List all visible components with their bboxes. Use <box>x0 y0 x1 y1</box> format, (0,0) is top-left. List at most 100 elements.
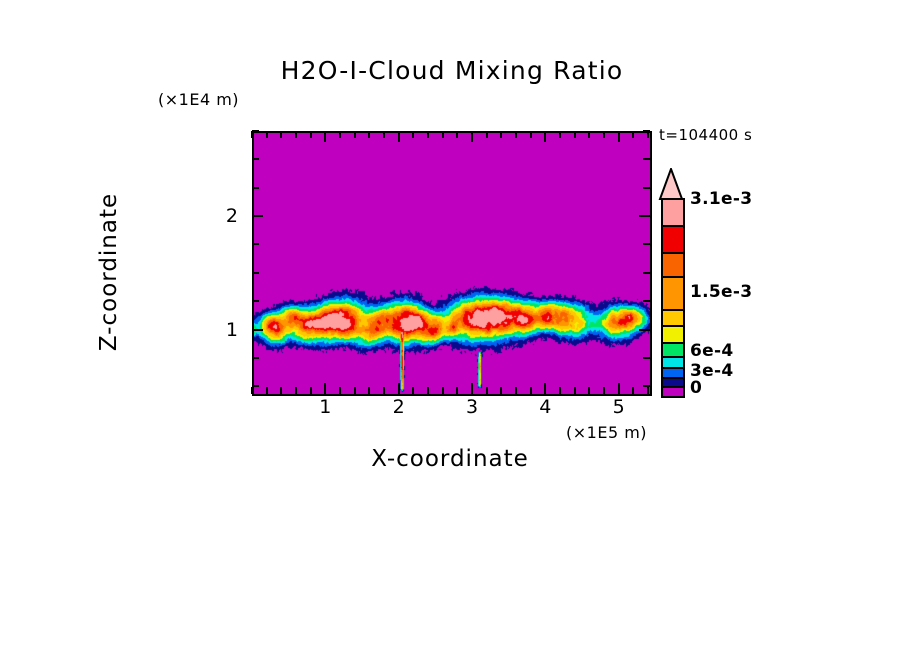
axis-tick <box>252 385 259 388</box>
axis-tick <box>252 158 259 161</box>
axis-tick <box>529 131 532 138</box>
axis-tick <box>252 300 259 303</box>
colorbar-band <box>663 277 683 310</box>
axis-tick <box>573 131 576 138</box>
heatmap-canvas <box>254 133 650 394</box>
colorbar-band <box>663 367 683 379</box>
axis-tick <box>309 387 312 394</box>
colorbar-label: 1.5e-3 <box>690 282 753 303</box>
axis-tick <box>252 356 259 359</box>
x-tick-label: 2 <box>392 396 405 418</box>
axis-tick <box>643 385 650 388</box>
axis-tick <box>368 131 371 138</box>
colorbar-band-divider <box>663 276 683 279</box>
colorbar-band-divider <box>663 251 683 254</box>
axis-tick <box>252 271 259 274</box>
axis-tick <box>397 383 400 394</box>
axis-tick <box>617 131 620 142</box>
axis-tick <box>295 131 297 138</box>
axis-tick <box>456 387 459 394</box>
axis-tick <box>643 130 650 132</box>
x-tick-label: 4 <box>539 396 552 418</box>
colorbar-band-divider <box>663 325 683 328</box>
axis-tick <box>500 387 503 394</box>
axis-tick <box>441 387 444 394</box>
axis-tick <box>339 131 341 138</box>
axis-tick <box>485 387 488 394</box>
axis-tick <box>456 131 459 138</box>
axis-tick <box>353 387 356 394</box>
axis-tick <box>412 131 415 138</box>
colorbar-band-divider <box>663 377 683 380</box>
axis-tick <box>643 158 650 161</box>
axis-tick <box>643 300 650 303</box>
axis-tick <box>383 131 385 138</box>
colorbar-band <box>663 387 683 396</box>
axis-tick <box>559 387 561 394</box>
axis-tick <box>643 356 650 359</box>
colorbar-band-divider <box>663 355 683 358</box>
axis-tick <box>643 186 650 189</box>
axis-tick <box>252 186 259 189</box>
axis-tick <box>353 131 356 138</box>
axis-tick <box>339 387 341 394</box>
axis-tick <box>252 130 259 132</box>
axis-tick <box>639 328 650 331</box>
colorbar-band-divider <box>663 342 683 345</box>
axis-tick <box>368 387 371 394</box>
x-tick-label: 1 <box>319 396 332 418</box>
axis-tick <box>647 387 649 394</box>
axis-tick <box>252 215 263 218</box>
axis-tick <box>397 131 400 142</box>
axis-tick <box>265 387 268 394</box>
x-axis-title: X-coordinate <box>371 446 529 472</box>
axis-tick <box>485 131 488 138</box>
x-tick-label: 3 <box>465 396 479 418</box>
axis-tick <box>643 243 650 246</box>
colorbar-band <box>663 309 683 327</box>
page-title: H2O-I-Cloud Mixing Ratio <box>280 56 624 85</box>
axis-tick <box>647 131 649 138</box>
axis-tick <box>280 131 283 138</box>
colorbar-band <box>663 378 683 388</box>
colorbar-band <box>663 252 683 278</box>
axis-tick <box>603 131 605 138</box>
colorbar-band-divider <box>663 225 683 228</box>
axis-tick <box>588 387 591 394</box>
axis-tick <box>617 383 620 394</box>
axis-tick <box>588 131 591 138</box>
axis-tick <box>427 387 429 394</box>
x-tick-label: 5 <box>612 396 625 418</box>
axis-tick <box>427 131 429 138</box>
axis-tick <box>265 131 268 138</box>
plot-area[interactable] <box>252 131 652 396</box>
colorbar-band <box>663 343 683 357</box>
colorbar-band-divider <box>663 308 683 311</box>
axis-tick <box>515 131 517 138</box>
axis-tick <box>412 387 415 394</box>
axis-tick <box>544 131 547 142</box>
y-axis-unit-label: (×1E4 m) <box>158 90 240 109</box>
colorbar-label: 3e-4 <box>690 360 734 381</box>
colorbar-band-divider <box>663 366 683 369</box>
colorbar-label: 0 <box>690 378 703 399</box>
time-annotation: t=104400 s <box>659 126 753 144</box>
axis-tick <box>639 215 650 218</box>
axis-tick <box>471 383 473 394</box>
axis-tick <box>643 271 650 274</box>
axis-tick <box>309 131 312 138</box>
axis-tick <box>544 383 547 394</box>
axis-tick <box>632 131 635 138</box>
colorbar-band <box>663 226 683 253</box>
axis-tick <box>515 387 517 394</box>
axis-tick <box>383 387 385 394</box>
axis-tick <box>603 387 605 394</box>
axis-tick <box>441 131 444 138</box>
axis-tick <box>252 328 263 331</box>
axis-tick <box>251 387 253 394</box>
axis-tick <box>500 131 503 138</box>
axis-tick <box>251 131 253 138</box>
colorbar-bands <box>661 198 685 398</box>
axis-tick <box>280 387 283 394</box>
colorbar-band-divider <box>663 386 683 389</box>
